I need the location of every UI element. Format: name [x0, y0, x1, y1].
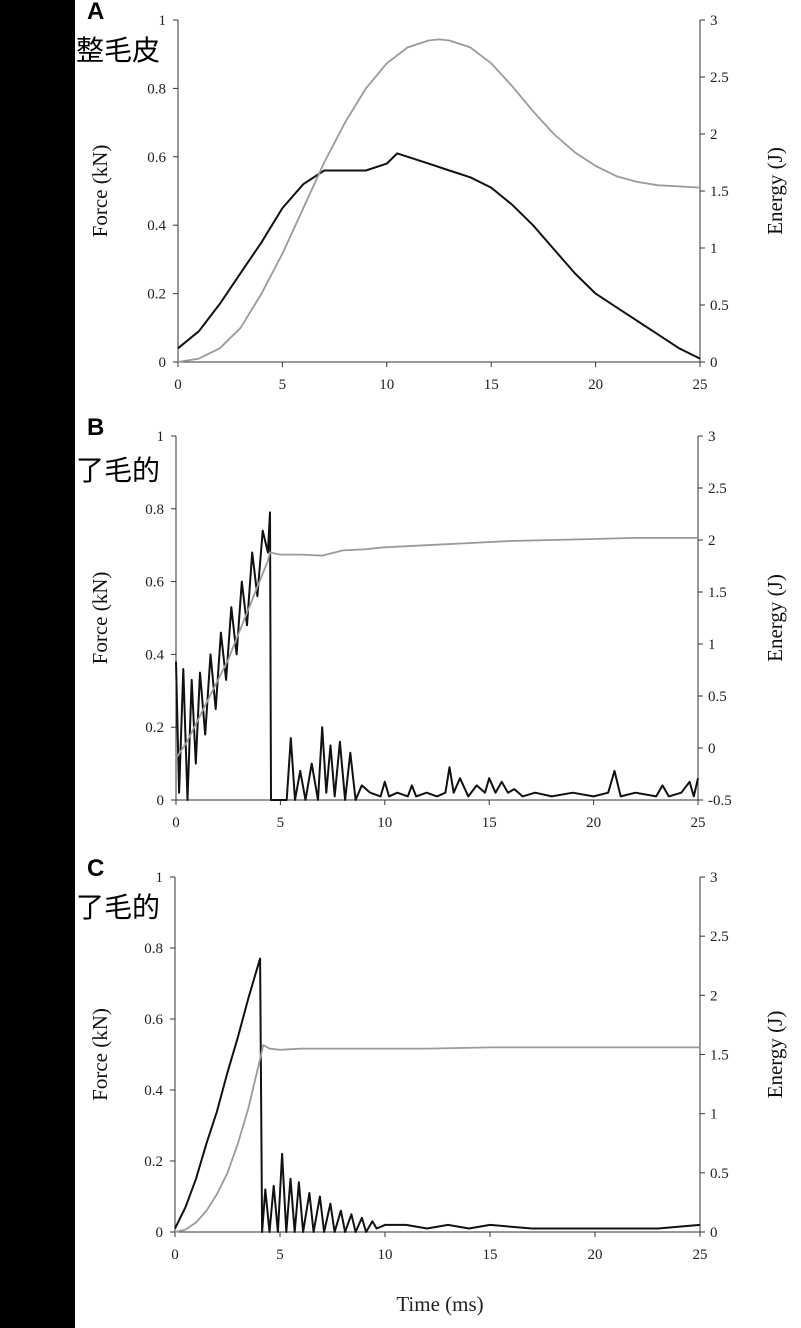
y-left-axis-title-c: Force (kN): [88, 1008, 112, 1101]
y-right-axis-title-c: Energy (J): [763, 1011, 787, 1099]
y-right-tick-label-a: 2.5: [710, 70, 729, 86]
y-left-tick-label-c: 0.6: [144, 1012, 163, 1028]
y-left-tick-label-a: 0.4: [147, 218, 166, 234]
y-right-tick-label-b: -0.5: [708, 793, 732, 809]
y-left-tick-label-c: 0: [156, 1225, 164, 1241]
panel-letter-b: B: [87, 414, 104, 441]
energy-series-line-b: [175, 537, 698, 759]
x-tick-label-b: 15: [482, 815, 497, 831]
y-right-tick-label-b: 1: [708, 637, 716, 653]
x-tick-label-a: 20: [588, 377, 603, 393]
x-tick-label-c: 0: [171, 1247, 179, 1263]
x-tick-label-b: 5: [277, 815, 285, 831]
y-right-axis-title-b: Energy (J): [763, 574, 787, 662]
x-tick-label-a: 15: [484, 377, 499, 393]
y-right-tick-label-c: 1.5: [710, 1048, 729, 1064]
overlay-label-a: 整毛皮: [76, 34, 165, 68]
y-left-tick-label-c: 0.4: [144, 1083, 163, 1099]
x-axis-title: Time (ms): [396, 1292, 484, 1316]
y-left-tick-label-a: 0.8: [147, 81, 166, 97]
left-black-bar: [0, 0, 75, 1328]
y-right-tick-label-a: 1.5: [710, 184, 729, 200]
y-left-tick-label-a: 0.6: [147, 150, 166, 166]
y-right-tick-label-a: 2: [710, 127, 718, 143]
y-right-tick-label-a: 0.5: [710, 298, 729, 314]
x-tick-label-a: 10: [379, 377, 394, 393]
y-left-tick-label-c: 0.2: [144, 1154, 163, 1170]
x-tick-label-a: 0: [174, 377, 182, 393]
x-tick-label-a: 5: [279, 377, 287, 393]
overlay-label-c: 了毛的: [76, 891, 165, 925]
x-tick-label-a: 25: [693, 377, 708, 393]
y-left-tick-label-c: 1: [156, 870, 164, 886]
y-left-tick-label-b: 0.8: [145, 502, 164, 518]
y-right-tick-label-a: 3: [710, 13, 718, 29]
x-tick-label-b: 25: [691, 815, 706, 831]
panel-letter-c: C: [87, 855, 104, 882]
y-right-tick-label-c: 2: [710, 988, 718, 1004]
y-right-tick-label-c: 3: [710, 870, 718, 886]
x-tick-label-c: 15: [483, 1247, 498, 1263]
force-series-line-c: [174, 957, 701, 1233]
y-left-tick-label-b: 0.4: [145, 647, 164, 663]
y-left-tick-label-a: 0: [159, 355, 167, 371]
y-right-tick-label-a: 0: [710, 355, 718, 371]
y-left-tick-label-b: 1: [157, 429, 165, 445]
y-right-tick-label-a: 1: [710, 241, 718, 257]
panel-letter-a: A: [87, 0, 104, 25]
force-series-line-a: [177, 152, 701, 360]
x-tick-label-b: 0: [172, 815, 180, 831]
y-left-axis-title-b: Force (kN): [88, 572, 112, 665]
y-right-tick-label-b: 2: [708, 533, 716, 549]
overlay-label-b: 了毛的: [76, 454, 165, 488]
y-right-tick-label-b: 3: [708, 429, 716, 445]
y-left-tick-label-c: 0.8: [144, 941, 163, 957]
y-left-tick-label-a: 0.2: [147, 287, 166, 303]
x-tick-label-b: 20: [586, 815, 601, 831]
y-right-axis-title-a: Energy (J): [763, 147, 787, 235]
y-right-tick-label-c: 0: [710, 1225, 718, 1241]
y-left-tick-label-a: 1: [159, 13, 167, 29]
energy-series-line-a: [177, 38, 701, 363]
y-right-tick-label-c: 0.5: [710, 1166, 729, 1182]
y-left-tick-label-b: 0: [157, 793, 165, 809]
x-tick-label-c: 20: [588, 1247, 603, 1263]
y-left-axis-title-a: Force (kN): [88, 145, 112, 238]
x-tick-label-b: 10: [377, 815, 392, 831]
energy-series-line-c: [174, 1044, 700, 1233]
y-right-tick-label-c: 1: [710, 1107, 718, 1123]
x-tick-label-c: 5: [276, 1247, 284, 1263]
y-right-tick-label-b: 2.5: [708, 481, 727, 497]
y-right-tick-label-b: 0: [708, 741, 716, 757]
x-tick-label-c: 10: [378, 1247, 393, 1263]
x-tick-label-c: 25: [693, 1247, 708, 1263]
y-right-tick-label-c: 2.5: [710, 929, 729, 945]
force-series-line-b: [175, 511, 699, 801]
y-right-tick-label-b: 0.5: [708, 689, 727, 705]
y-left-tick-label-b: 0.2: [145, 720, 164, 736]
y-right-tick-label-b: 1.5: [708, 585, 727, 601]
y-left-tick-label-b: 0.6: [145, 575, 164, 591]
